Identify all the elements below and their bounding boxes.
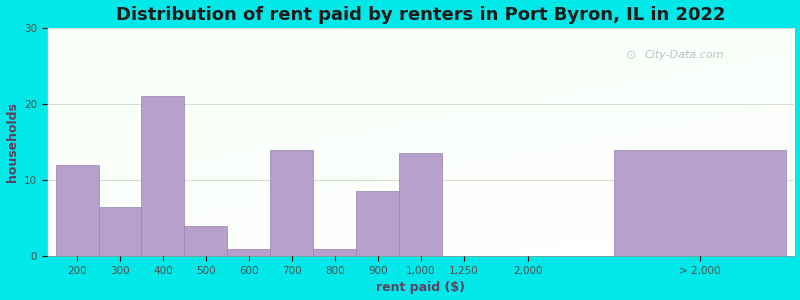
Bar xyxy=(98,207,142,256)
Y-axis label: households: households xyxy=(6,102,18,182)
Text: City-Data.com: City-Data.com xyxy=(645,50,725,60)
Title: Distribution of rent paid by renters in Port Byron, IL in 2022: Distribution of rent paid by renters in … xyxy=(116,6,726,24)
Text: ⊙: ⊙ xyxy=(626,49,637,62)
Bar xyxy=(314,249,356,256)
Bar xyxy=(399,153,442,256)
Bar xyxy=(270,150,314,256)
Bar xyxy=(356,191,399,256)
Bar xyxy=(185,226,227,256)
Bar xyxy=(142,96,185,256)
Bar xyxy=(227,249,270,256)
X-axis label: rent paid ($): rent paid ($) xyxy=(376,281,466,294)
Bar xyxy=(614,150,786,256)
Bar xyxy=(55,165,98,256)
